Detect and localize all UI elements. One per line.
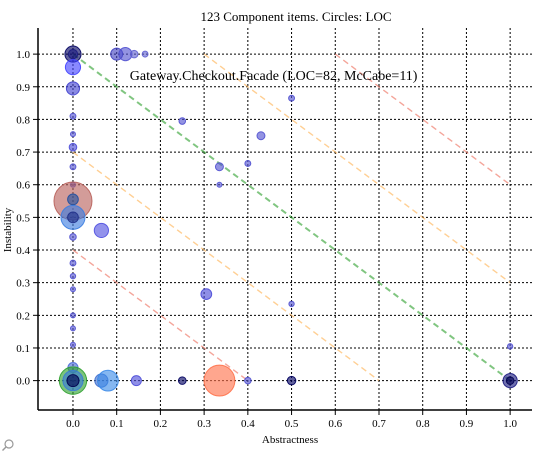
chart-annotation: Gateway.Checkout.Facade (LOC=82, McCabe=… bbox=[130, 69, 418, 84]
data-points bbox=[53, 45, 518, 397]
data-point bbox=[244, 160, 252, 167]
data-point bbox=[216, 181, 223, 188]
zone-lines bbox=[72, 53, 511, 382]
data-point bbox=[214, 162, 224, 172]
zone-line bbox=[334, 53, 511, 186]
data-point bbox=[69, 341, 76, 348]
zoom-icon[interactable] bbox=[1, 438, 15, 452]
data-point bbox=[288, 94, 296, 102]
data-point bbox=[69, 312, 76, 319]
y-tick-label: 0.8 bbox=[16, 114, 30, 126]
data-point bbox=[130, 375, 142, 387]
data-point bbox=[93, 222, 110, 239]
data-point bbox=[67, 211, 79, 224]
data-point bbox=[69, 325, 76, 332]
data-point bbox=[288, 300, 295, 308]
data-point bbox=[67, 193, 79, 206]
data-point bbox=[69, 131, 76, 138]
data-point bbox=[69, 286, 76, 293]
y-tick-label: 0.2 bbox=[16, 310, 30, 322]
data-point bbox=[177, 376, 187, 385]
data-point bbox=[69, 112, 77, 120]
axes: 0.0 0.1 0.2 0.3 0.4 0.5 0.6 0.7 0.8 0.9 1.0 0.0 0.1 0… bbox=[16, 28, 532, 430]
x-tick-label: 0.7 bbox=[372, 418, 386, 430]
data-point bbox=[67, 48, 79, 60]
data-point bbox=[200, 288, 213, 300]
zone-line bbox=[72, 249, 249, 382]
y-tick-label: 0.7 bbox=[16, 147, 30, 159]
data-point bbox=[203, 364, 236, 397]
zone-line bbox=[72, 151, 380, 382]
y-tick-label: 0.0 bbox=[16, 376, 30, 388]
data-point bbox=[506, 343, 514, 350]
x-tick-label: 0.0 bbox=[66, 418, 80, 430]
x-axis-label: Abstractness bbox=[262, 434, 318, 446]
y-tick-label: 0.5 bbox=[16, 212, 30, 224]
data-point bbox=[68, 142, 78, 152]
data-point bbox=[69, 163, 77, 171]
data-point bbox=[66, 374, 80, 388]
x-tick-label: 0.6 bbox=[328, 418, 342, 430]
data-point bbox=[69, 233, 77, 241]
x-tick-label: 0.4 bbox=[241, 418, 255, 430]
data-point bbox=[64, 59, 82, 76]
y-tick-label: 0.1 bbox=[16, 343, 30, 355]
data-point bbox=[97, 369, 119, 392]
y-tick-label: 0.9 bbox=[16, 82, 30, 94]
y-tick-label: 0.3 bbox=[16, 278, 30, 290]
zone-line bbox=[203, 53, 511, 284]
y-tick-label: 0.6 bbox=[16, 180, 30, 192]
data-point bbox=[65, 81, 81, 96]
data-point bbox=[178, 117, 187, 125]
data-point bbox=[256, 131, 266, 141]
x-tick-label: 0.1 bbox=[110, 418, 124, 430]
y-axis-label: Instability bbox=[2, 207, 14, 252]
x-tick-label: 0.3 bbox=[197, 418, 211, 430]
main-sequence-line bbox=[72, 53, 511, 382]
x-tick-label: 1.0 bbox=[503, 418, 517, 430]
data-point bbox=[505, 376, 515, 385]
y-tick-label: 0.4 bbox=[16, 245, 30, 257]
grid-lines bbox=[38, 28, 532, 410]
x-tick-label: 0.5 bbox=[285, 418, 299, 430]
x-tick-label: 0.9 bbox=[460, 418, 474, 430]
data-point bbox=[69, 259, 77, 267]
data-point bbox=[141, 50, 149, 58]
x-tick-label: 0.2 bbox=[154, 418, 168, 430]
data-point bbox=[244, 376, 252, 385]
data-point bbox=[286, 375, 297, 386]
x-tick-label: 0.8 bbox=[416, 418, 430, 430]
y-tick-label: 1.0 bbox=[16, 49, 30, 61]
data-point bbox=[69, 272, 77, 280]
chart-title: 123 Component items. Circles: LOC bbox=[200, 9, 391, 24]
data-point bbox=[129, 49, 139, 59]
